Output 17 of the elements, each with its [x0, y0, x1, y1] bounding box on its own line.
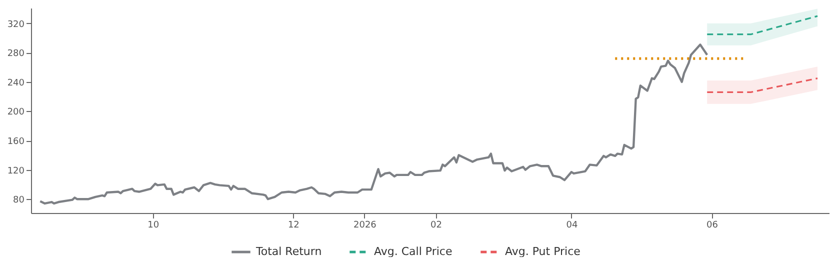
line-series: [39, 44, 708, 205]
x-tick-label: 10: [148, 220, 160, 230]
y-tick-label: 280: [7, 49, 25, 60]
y-tick-label: 320: [7, 20, 25, 30]
x-tick-label: 06: [706, 220, 718, 230]
legend-label: Avg. Call Price: [374, 245, 452, 258]
y-tick-label: 240: [7, 78, 25, 88]
x-tick-label: 2026: [354, 220, 377, 230]
x-tick-label: 12: [288, 220, 300, 230]
x-tick-label: 02: [430, 220, 442, 230]
legend-label: Avg. Put Price: [505, 245, 581, 258]
y-tick-label: 120: [7, 166, 25, 176]
y-tick-label: 160: [7, 137, 25, 148]
y-tick-label: 80: [13, 196, 25, 206]
legend-label: Total Return: [255, 245, 322, 258]
x-tick-label: 04: [566, 220, 578, 230]
y-tick-label: 200: [7, 108, 25, 118]
